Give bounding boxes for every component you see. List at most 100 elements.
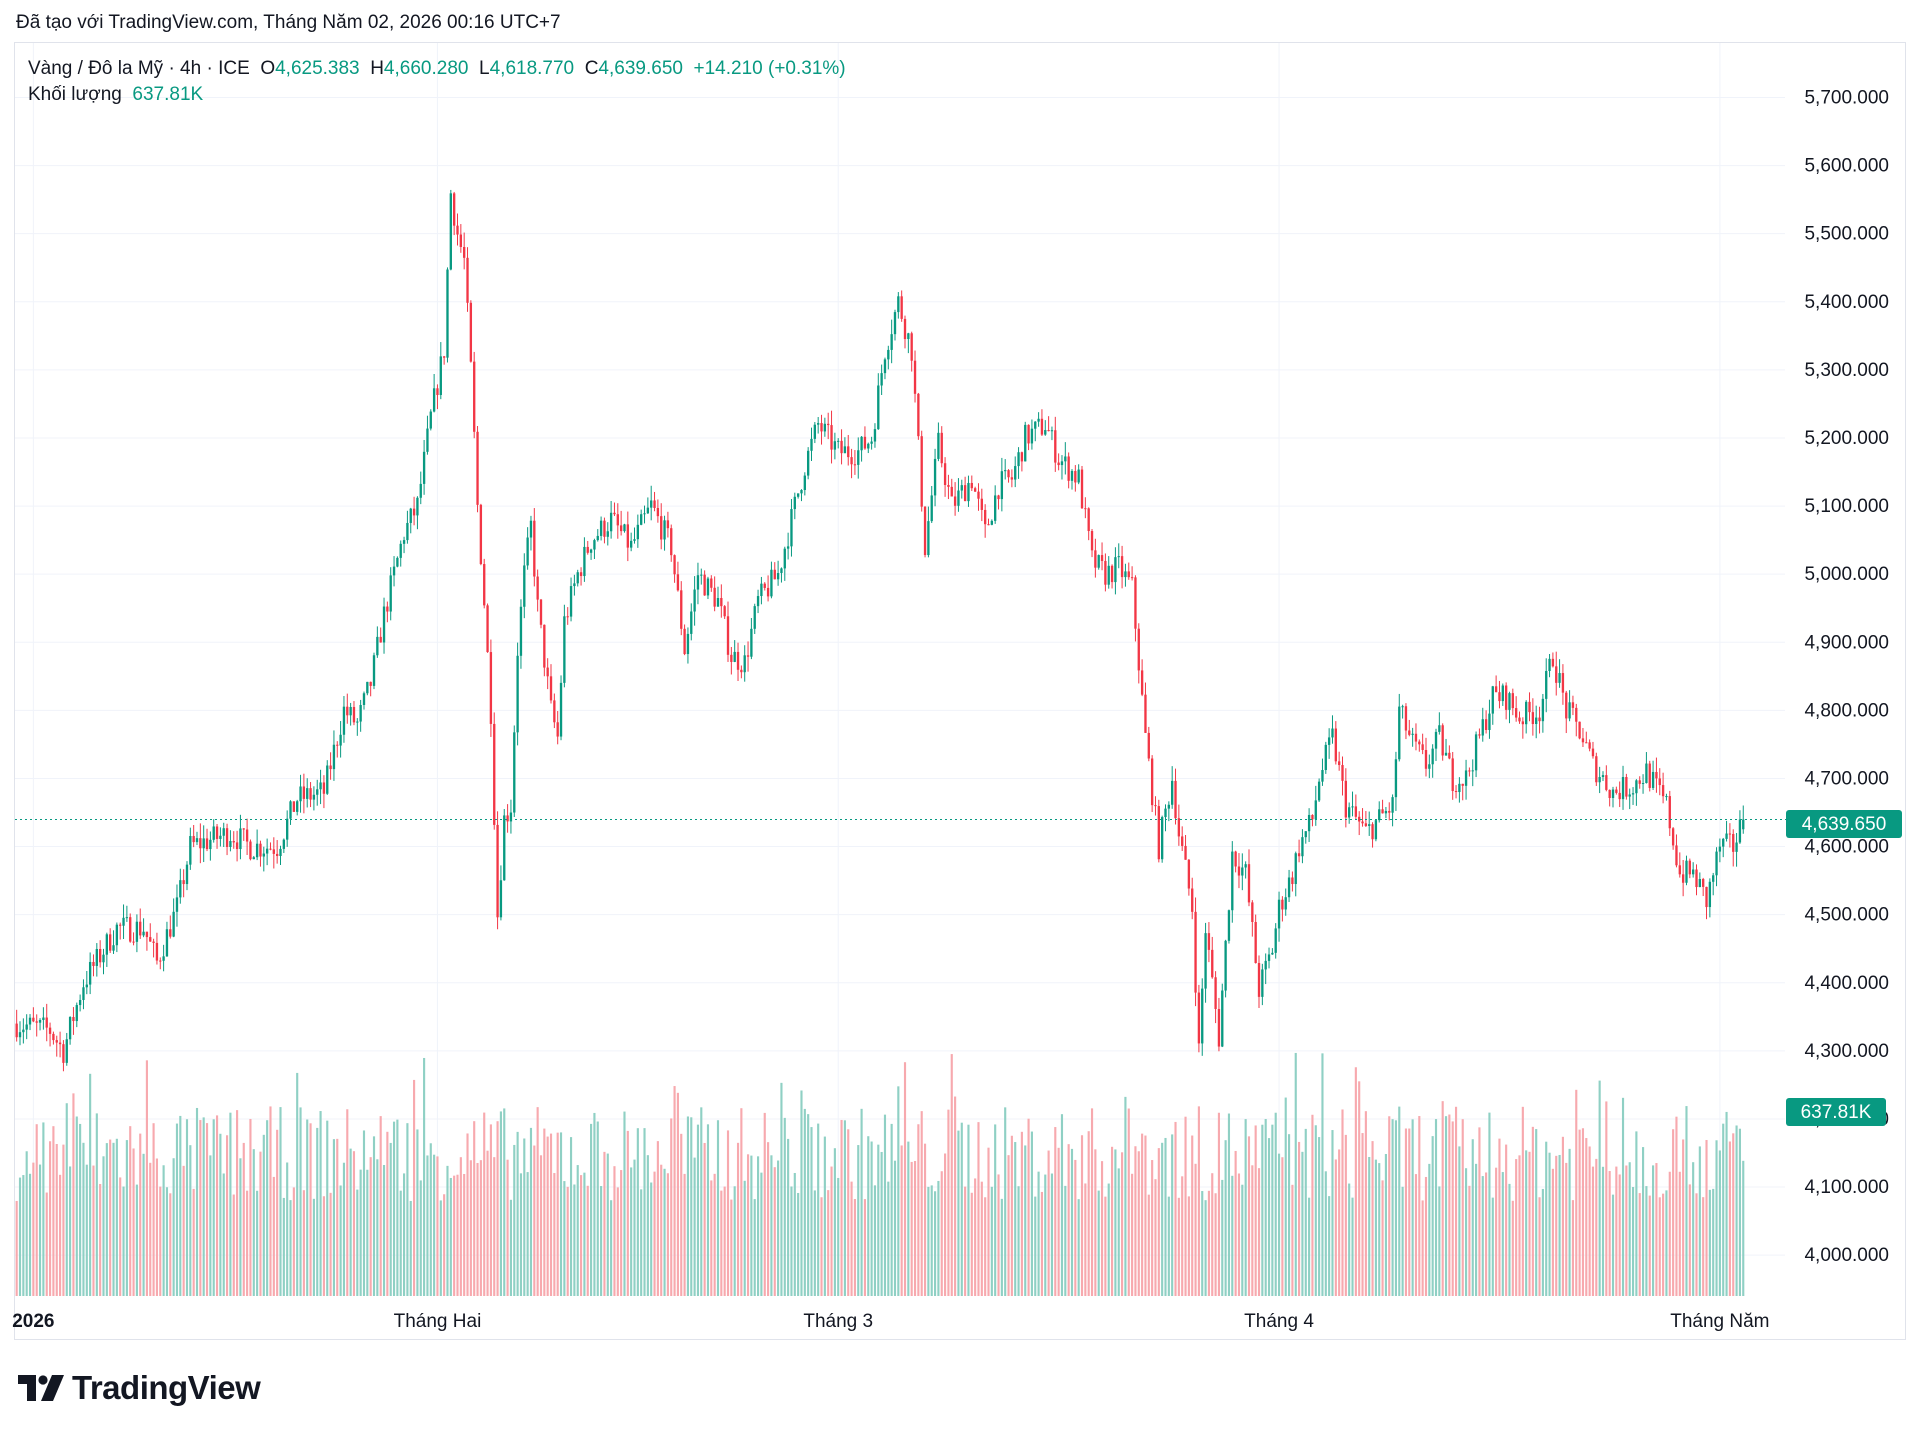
volume-bar	[1251, 1165, 1254, 1296]
candle-body	[663, 520, 666, 540]
volume-bar	[1164, 1137, 1167, 1296]
volume-bar	[1224, 1140, 1227, 1296]
volume-bar	[897, 1086, 900, 1296]
open-value: 4,625.383	[275, 58, 360, 79]
candle-body	[115, 924, 119, 946]
candle-body	[1488, 713, 1491, 730]
candle-body	[1541, 698, 1545, 722]
candle-body	[957, 490, 960, 506]
volume-bar	[282, 1197, 285, 1296]
volume-bar	[1358, 1081, 1361, 1296]
candle-body	[633, 539, 636, 541]
volume-bar	[506, 1159, 509, 1296]
candle-body	[1207, 933, 1211, 950]
volume-bar	[1675, 1116, 1678, 1296]
candle-body	[843, 446, 847, 454]
volume-bar	[1378, 1163, 1381, 1296]
volume-bar	[767, 1142, 770, 1296]
candle-body	[332, 744, 336, 770]
candle-body	[1004, 470, 1007, 472]
volume-bar	[342, 1162, 346, 1296]
candle-body	[733, 651, 736, 662]
volume-bar	[1635, 1131, 1638, 1296]
candle-body	[1231, 851, 1234, 911]
candle-body	[1317, 781, 1321, 801]
volume-bar	[1665, 1190, 1668, 1296]
candle-body	[543, 624, 546, 668]
candle-body	[219, 835, 222, 839]
volume-bar	[1448, 1114, 1451, 1296]
candle-body	[1104, 560, 1107, 585]
candle-body	[713, 587, 716, 607]
candle-body	[973, 488, 977, 492]
volume-bar	[746, 1154, 750, 1296]
candle-body	[195, 838, 199, 843]
candle-body	[209, 839, 212, 850]
candle-body	[65, 1039, 68, 1063]
volume-bar	[960, 1122, 963, 1296]
volume-bar	[252, 1149, 255, 1296]
volume-bar	[720, 1190, 723, 1296]
candle-body	[1351, 806, 1354, 808]
candle-body	[773, 569, 776, 580]
volume-bar	[1351, 1197, 1354, 1296]
candle-body	[556, 722, 559, 737]
volume-bar	[887, 1181, 890, 1296]
volume-label[interactable]: Khối lượng	[28, 84, 122, 105]
volume-bar	[933, 1191, 937, 1296]
volume-bar	[92, 1165, 95, 1296]
volume-bar	[1458, 1146, 1461, 1296]
candle-body	[426, 428, 429, 452]
volume-bar	[1501, 1172, 1504, 1296]
tradingview-logo[interactable]: TradingView	[18, 1369, 261, 1406]
candle-body	[853, 464, 857, 466]
candle-body	[1060, 461, 1064, 466]
volume-bar	[1241, 1184, 1244, 1296]
candle-body	[1064, 456, 1067, 462]
candle-body	[1384, 810, 1388, 814]
candle-body	[1468, 770, 1471, 772]
candle-body	[1441, 725, 1444, 756]
volume-bar	[1374, 1159, 1377, 1296]
volume-bar	[499, 1111, 502, 1296]
candle-body	[1454, 791, 1458, 793]
volume-bar	[32, 1162, 35, 1296]
candle-body	[1551, 658, 1555, 667]
symbol-label[interactable]: Vàng / Đô la Mỹ · 4h · ICE	[28, 58, 250, 79]
candle-body	[1281, 899, 1284, 910]
candle-body	[796, 493, 800, 497]
y-tick-label: 4,100.000	[1804, 1177, 1889, 1198]
volume-bar	[1267, 1138, 1271, 1296]
volume-bar	[830, 1166, 833, 1296]
volume-bar	[453, 1175, 456, 1296]
candle-body	[1110, 565, 1114, 583]
volume-bar	[590, 1123, 593, 1296]
candle-body	[75, 1005, 78, 1022]
volume-bar	[1257, 1168, 1261, 1296]
volume-bar	[1541, 1188, 1544, 1296]
candle-body	[1698, 879, 1702, 888]
candle-body	[15, 1023, 18, 1038]
candle-body	[18, 1032, 22, 1038]
y-tick-label: 4,000.000	[1804, 1245, 1889, 1266]
candle-body	[149, 937, 152, 942]
volume-bar	[1605, 1101, 1608, 1296]
candle-body	[1321, 770, 1324, 782]
volume-bar	[266, 1120, 269, 1296]
candle-body	[676, 574, 680, 591]
volume-bar	[790, 1186, 793, 1296]
volume-bar	[710, 1180, 713, 1296]
volume-bar	[1418, 1116, 1421, 1296]
candle-body	[85, 984, 88, 988]
volume-bar	[1475, 1163, 1478, 1296]
volume-bar	[272, 1176, 275, 1296]
candle-body	[1581, 738, 1585, 743]
candle-body	[1732, 833, 1735, 852]
candle-body	[880, 373, 883, 386]
volume-bar	[1394, 1120, 1398, 1296]
candle-body	[1271, 952, 1274, 955]
candle-body	[1518, 717, 1521, 722]
candle-body	[402, 540, 406, 544]
volume-bar	[62, 1144, 65, 1296]
